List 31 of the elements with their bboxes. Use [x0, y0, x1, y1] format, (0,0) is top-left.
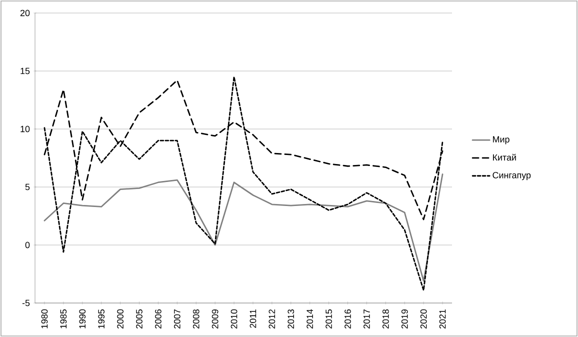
x-tick-label: 2011 — [250, 309, 256, 328]
x-tick-label: 2010 — [230, 309, 238, 329]
x-tick-label: 2016 — [344, 309, 351, 329]
x-tick-label: 2008 — [192, 309, 200, 329]
y-tick-label: 20 — [20, 10, 30, 16]
x-tick-label: 2018 — [382, 309, 389, 329]
x-tick-label: 2005 — [136, 309, 142, 329]
x-tick-label: 1985 — [60, 309, 67, 328]
x-tick-label: 2012 — [268, 309, 276, 329]
x-tick-label: 2007 — [174, 309, 180, 329]
legend-label: Сингапур — [492, 172, 531, 180]
x-tick-label: 2006 — [155, 309, 162, 329]
x-tick-label: 2014 — [306, 309, 314, 329]
x-tick-label: 2020 — [420, 309, 427, 329]
y-tick-label: 5 — [25, 184, 30, 190]
x-tick-label: 2009 — [212, 309, 218, 329]
x-tick-label: 2019 — [401, 309, 408, 329]
y-tick-label: -5 — [22, 300, 30, 306]
x-tick-label: 1980 — [41, 309, 48, 328]
legend-label: Китай — [493, 154, 516, 161]
legend-label: Мир — [493, 136, 510, 144]
x-tick-label: 1995 — [98, 309, 105, 328]
x-tick-label: 2021 — [439, 309, 446, 329]
x-tick-label: 2013 — [288, 309, 294, 329]
x-tick-label: 2000 — [117, 309, 124, 329]
x-tick-label: 2017 — [364, 309, 370, 329]
x-tick-label: 2015 — [326, 309, 332, 329]
y-tick-label: 10 — [20, 126, 30, 132]
y-tick-label: 15 — [20, 68, 30, 74]
y-tick-label: 0 — [25, 242, 30, 248]
x-tick-label: 1990 — [79, 309, 86, 328]
